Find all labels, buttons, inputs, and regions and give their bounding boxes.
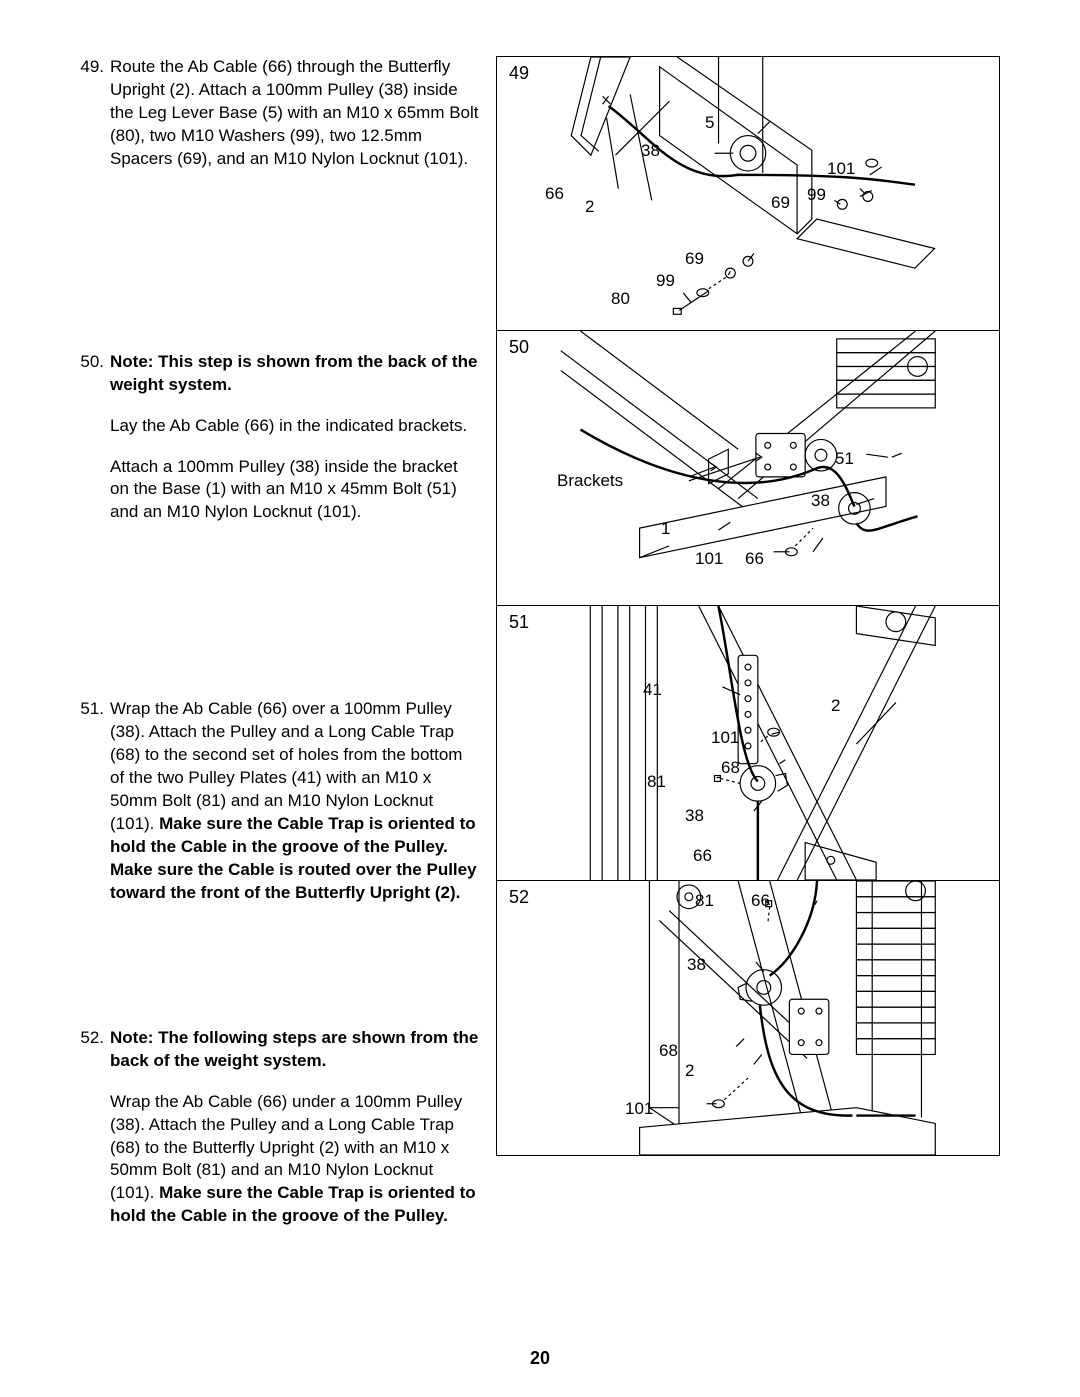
step-text: Wrap the Ab Cable (66) under a 100mm Pul… [110, 1091, 480, 1229]
step-49: 49. Route the Ab Cable (66) through the … [80, 56, 480, 171]
callout-label: 38 [641, 141, 660, 161]
callout-label: 80 [611, 289, 630, 309]
step-note: Note: The following steps are shown from… [110, 1027, 480, 1073]
callout-label: 66 [545, 184, 564, 204]
panel-number: 50 [507, 337, 531, 358]
callout-label: 99 [656, 271, 675, 291]
step-body: Route the Ab Cable (66) through the Butt… [110, 56, 480, 171]
step-number: 50. [80, 351, 110, 525]
page-number: 20 [0, 1348, 1080, 1369]
text-column: 49. Route the Ab Cable (66) through the … [80, 56, 480, 1156]
callout-label: 68 [721, 758, 740, 778]
callout-label: 51 [835, 449, 854, 469]
step-52: 52. Note: The following steps are shown … [80, 1027, 480, 1229]
callout-label: 69 [771, 193, 790, 213]
callout-label: 5 [705, 113, 714, 133]
assembly-diagram [497, 57, 999, 330]
callout-label: 38 [687, 955, 706, 975]
content-columns: 49. Route the Ab Cable (66) through the … [80, 56, 1000, 1156]
callout-label: 2 [831, 696, 840, 716]
step-text: Wrap the Ab Cable (66) over a 100mm Pull… [110, 698, 480, 904]
step-number: 49. [80, 56, 110, 171]
callout-label: 68 [659, 1041, 678, 1061]
panel-number: 49 [507, 63, 531, 84]
callout-label: 2 [585, 197, 594, 217]
step-text: Lay the Ab Cable (66) in the indicated b… [110, 415, 480, 438]
panel-number: 52 [507, 887, 531, 908]
callout-label: 69 [685, 249, 704, 269]
panel-number: 51 [507, 612, 531, 633]
assembly-diagram [497, 606, 999, 880]
step-body: Note: The following steps are shown from… [110, 1027, 480, 1229]
step-body: Wrap the Ab Cable (66) over a 100mm Pull… [110, 698, 480, 904]
step-number: 51. [80, 698, 110, 904]
diagram-panel-52: 52 81 66 38 68 2 101 [496, 881, 1000, 1156]
callout-label: 38 [685, 806, 704, 826]
callout-label: 66 [745, 549, 764, 569]
diagram-panel-50: 50 51 Brackets 38 1 101 66 [496, 331, 1000, 606]
step-note: Note: This step is shown from the back o… [110, 351, 480, 397]
callout-label: 66 [693, 846, 712, 866]
diagram-column: 49 5 38 101 66 99 2 69 69 99 80 [496, 56, 1000, 1156]
callout-label: 66 [751, 891, 770, 911]
callout-label: 99 [807, 185, 826, 205]
step-text: Route the Ab Cable (66) through the Butt… [110, 56, 480, 171]
callout-label: 101 [695, 549, 723, 569]
callout-label: 81 [695, 891, 714, 911]
callout-label: 101 [711, 728, 739, 748]
callout-label: 81 [647, 772, 666, 792]
callout-label: 101 [625, 1099, 653, 1119]
step-text: Attach a 100mm Pulley (38) inside the br… [110, 456, 480, 525]
callout-label: 1 [661, 519, 670, 539]
manual-page: 49. Route the Ab Cable (66) through the … [0, 0, 1080, 1397]
callout-label: 41 [643, 680, 662, 700]
step-number: 52. [80, 1027, 110, 1229]
callout-label: 38 [811, 491, 830, 511]
callout-label: 2 [685, 1061, 694, 1081]
callout-label: Brackets [557, 471, 623, 491]
diagram-panel-49: 49 5 38 101 66 99 2 69 69 99 80 [496, 56, 1000, 331]
diagram-panel-51: 51 41 2 101 68 81 38 66 [496, 606, 1000, 881]
step-50: 50. Note: This step is shown from the ba… [80, 351, 480, 525]
step-51: 51. Wrap the Ab Cable (66) over a 100mm … [80, 698, 480, 904]
callout-label: 101 [827, 159, 855, 179]
step-body: Note: This step is shown from the back o… [110, 351, 480, 525]
assembly-diagram [497, 881, 999, 1155]
